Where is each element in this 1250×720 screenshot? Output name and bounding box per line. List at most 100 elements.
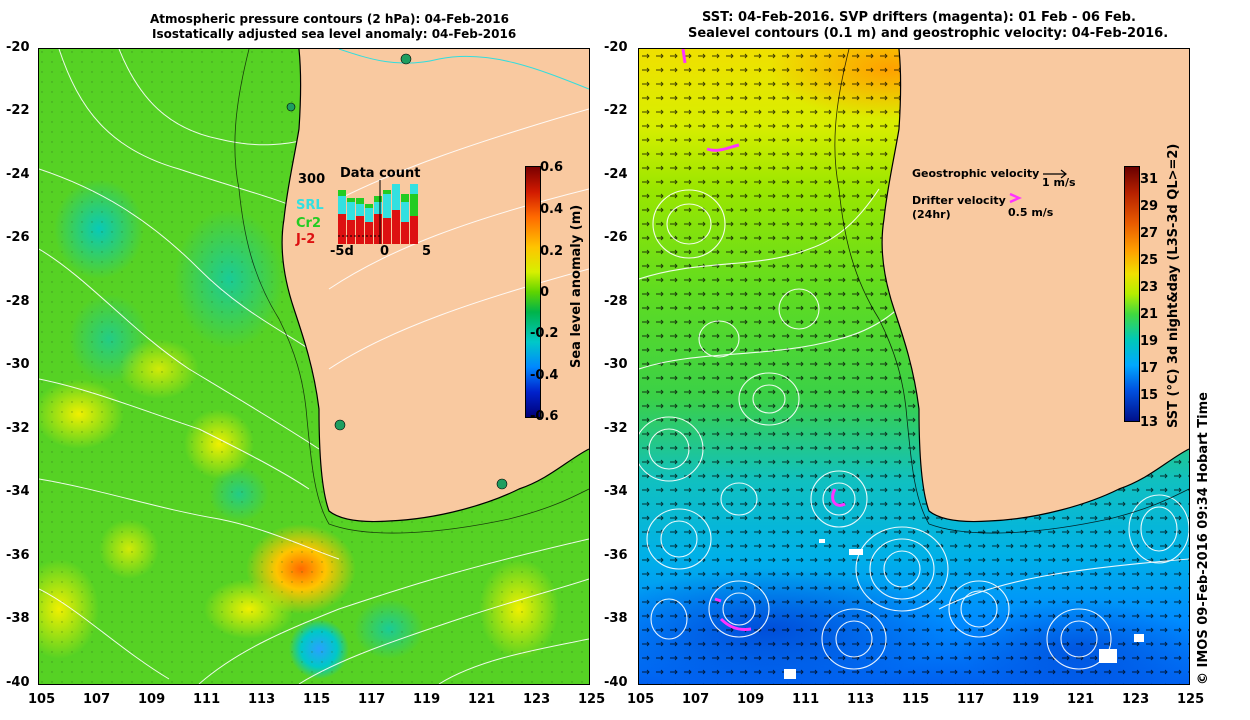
lat-label: -34: [604, 484, 628, 499]
lat-label: -30: [6, 357, 30, 372]
tide-gauge-marker: [334, 419, 346, 431]
right-title-line2: Sealevel contours (0.1 m) and geostrophi…: [688, 26, 1169, 41]
tide-gauge-marker: [286, 102, 296, 112]
lat-label: -38: [604, 611, 628, 626]
sst-colorbar: [1124, 166, 1140, 422]
sla-tick: -0.4: [530, 368, 559, 383]
lat-label: -30: [604, 357, 628, 372]
lat-label: -20: [604, 40, 628, 55]
lat-label: -28: [6, 294, 30, 309]
data-count-max-label: 300: [298, 172, 326, 187]
australia-land: [882, 49, 1189, 522]
geo-velocity-arrow-icon: [1043, 169, 1067, 179]
lat-label: -36: [604, 548, 628, 563]
imos-credit: © IMOS 09-Feb-2016 09:34 Hobart Time: [1196, 392, 1211, 685]
river: [338, 49, 589, 90]
data-count-title: Data count: [340, 166, 421, 181]
lon-label: 107: [682, 692, 710, 707]
drifter-tracks: [681, 49, 846, 631]
lon-label: 109: [138, 692, 166, 707]
sea-level-anomaly-map: [38, 48, 590, 685]
lon-label: 115: [303, 692, 331, 707]
lat-label: -24: [6, 167, 30, 182]
lon-label: 123: [1122, 692, 1150, 707]
lat-label: -34: [6, 484, 30, 499]
sla-tick: 0: [540, 285, 550, 300]
right-lon-axis: 105 107 109 111 113 115 117 119 121 123 …: [627, 692, 1207, 712]
lon-label: 115: [902, 692, 930, 707]
inset-legend-srl: SRL: [296, 198, 324, 213]
sst-tick: 17: [1140, 361, 1159, 376]
lon-label: 117: [957, 692, 985, 707]
lat-label: -20: [6, 40, 30, 55]
lat-label: -26: [604, 230, 628, 245]
lon-label: 123: [523, 692, 551, 707]
lon-label: 125: [1177, 692, 1205, 707]
lat-label: -22: [604, 103, 628, 118]
sst-tick: 15: [1140, 388, 1159, 403]
lon-label: 105: [627, 692, 655, 707]
tide-gauge-marker: [496, 478, 508, 490]
coastline: [281, 49, 589, 523]
lat-label: -40: [604, 675, 628, 690]
geo-velocity-label: Geostrophic velocity: [912, 167, 1040, 180]
inset-xtick-5: 5: [422, 244, 432, 259]
bathymetry-contour: [834, 49, 1189, 534]
lon-label: 111: [193, 692, 221, 707]
drifter-velocity-scale: 0.5 m/s: [1008, 206, 1054, 219]
data-count-bar-group: [338, 184, 418, 244]
sst-colorbar-ticks: 31 29 27 25 23 21 19 17 15 13: [1140, 172, 1164, 432]
drifter-arrow-icon: [1009, 192, 1022, 204]
lon-label: 125: [578, 692, 606, 707]
lat-label: -36: [6, 548, 30, 563]
lon-label: 121: [1067, 692, 1095, 707]
lon-label: 105: [28, 692, 56, 707]
sla-colorbar-ticks: 0.6 0.4 0.2 0 -0.2 -0.4 -0.6: [530, 160, 580, 430]
sst-colorbar-label: SST (°C) 3d night&day (L3S-3d QL>=2): [1166, 143, 1181, 428]
land-contours: [328, 108, 589, 370]
lat-label: -38: [6, 611, 30, 626]
data-count-bars: [338, 180, 418, 244]
data-count-inset: Data count 300 SRL Cr2 J-2 -5d 0 5: [296, 164, 436, 264]
inset-xtick-0: 0: [380, 244, 390, 259]
coastline: [881, 49, 1189, 523]
sst-tick: 23: [1140, 280, 1159, 295]
inset-legend-cr2: Cr2: [296, 216, 321, 231]
lat-label: -26: [6, 230, 30, 245]
sst-map-svg: [639, 49, 1189, 684]
bathymetry-contour: [234, 49, 589, 534]
sst-tick: 27: [1140, 226, 1159, 241]
lat-label: -22: [6, 103, 30, 118]
sla-colorbar: [525, 166, 541, 418]
sea-level-anomaly-map-svg: [39, 49, 589, 684]
sla-tick: -0.2: [530, 326, 559, 341]
geo-velocity-scale: 1 m/s: [1042, 176, 1076, 189]
velocity-legend: Geostrophic velocity 1 m/s Drifter veloc…: [912, 165, 1112, 235]
lon-label: 113: [248, 692, 276, 707]
left-title-line1: Atmospheric pressure contours (2 hPa): 0…: [150, 12, 509, 26]
lat-label: -28: [604, 294, 628, 309]
australia-land: [282, 49, 589, 522]
lon-label: 121: [468, 692, 496, 707]
lat-label: -32: [604, 421, 628, 436]
lon-label: 107: [83, 692, 111, 707]
inset-legend-j2: J-2: [296, 232, 316, 247]
sst-tick: 21: [1140, 307, 1159, 322]
sla-tick: -0.6: [530, 409, 559, 424]
lon-label: 113: [847, 692, 875, 707]
sla-colorbar-label: Sea level anomaly (m): [569, 204, 584, 368]
right-title-line1: SST: 04-Feb-2016. SVP drifters (magenta)…: [702, 10, 1136, 25]
sst-tick: 13: [1140, 415, 1159, 430]
sla-tick: 0.6: [540, 160, 564, 175]
sla-tick: 0.2: [540, 244, 564, 259]
sst-tick: 19: [1140, 334, 1159, 349]
sst-tick: 29: [1140, 199, 1159, 214]
lon-label: 117: [358, 692, 386, 707]
sst-map: [638, 48, 1190, 685]
inset-xtick-minus5d: -5d: [330, 244, 354, 259]
lon-label: 119: [1012, 692, 1040, 707]
lon-label: 111: [792, 692, 820, 707]
sst-tick: 25: [1140, 253, 1159, 268]
lon-label: 119: [413, 692, 441, 707]
lat-label: -40: [6, 675, 30, 690]
